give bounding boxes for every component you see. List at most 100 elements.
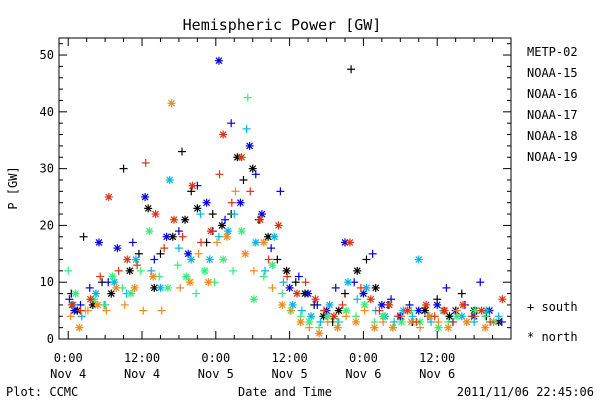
- data-point-south: [356, 283, 365, 292]
- data-point-south: [387, 295, 396, 304]
- data-point-north: [112, 283, 121, 292]
- data-point-north: [414, 306, 423, 315]
- data-point-south: [150, 255, 159, 264]
- x-tick-date: Nov 5: [272, 367, 308, 381]
- data-point-south: [64, 266, 73, 275]
- data-point-south: [102, 306, 111, 315]
- data-point-south: [221, 215, 230, 224]
- x-tick-date: Nov 5: [198, 367, 234, 381]
- data-point-north: [131, 255, 140, 264]
- data-point-south: [268, 283, 277, 292]
- data-point-north: [434, 323, 443, 332]
- data-point-north: [248, 164, 257, 173]
- data-point-north: [325, 300, 334, 309]
- legend: METP-02 NOAA-15 NOAA-16 NOAA-17 NOAA-18 NOAA-…: [527, 45, 578, 344]
- data-point-north: [222, 232, 231, 241]
- data-point-south: [96, 272, 105, 281]
- data-point-north: [237, 153, 246, 162]
- plot-timestamp: 2011/11/06 22:45:06: [457, 385, 594, 399]
- data-point-north: [200, 266, 209, 275]
- legend-entry: NOAA-17: [527, 108, 578, 122]
- data-point-north: [307, 312, 316, 321]
- data-point-south: [157, 306, 166, 315]
- y-axis: 0 10 20 30 40 50: [40, 43, 511, 346]
- data-point-north: [113, 244, 122, 253]
- data-point-south: [231, 187, 240, 196]
- data-point-south: [291, 278, 300, 287]
- data-point-north: [214, 56, 223, 65]
- data-point-north: [329, 312, 338, 321]
- data-point-north: [403, 306, 412, 315]
- data-point-south: [174, 244, 183, 253]
- data-point-south: [243, 93, 252, 102]
- data-point-north: [236, 198, 245, 207]
- data-point-south: [405, 300, 414, 309]
- data-point-north: [414, 255, 423, 264]
- data-point-south: [362, 255, 371, 264]
- data-point-south: [430, 312, 439, 321]
- data-point-south: [375, 306, 384, 315]
- data-point-north: [156, 283, 165, 292]
- x-tick-time: 12:00: [419, 351, 455, 365]
- data-point-south: [467, 312, 476, 321]
- data-point-north: [482, 306, 491, 315]
- x-axis: 0:00 Nov 4 12:00 Nov 4 0:00 Nov 5 12:00 Nov 5 0:…: [50, 38, 494, 381]
- data-point-south: [452, 306, 461, 315]
- data-point-north: [86, 295, 95, 304]
- data-point-south: [368, 249, 377, 258]
- data-point-south: [213, 238, 222, 247]
- data-point-south: [227, 119, 236, 128]
- data-point-south: [408, 312, 417, 321]
- data-point-north: [188, 181, 197, 190]
- data-point-north: [151, 210, 160, 219]
- data-point-south: [276, 187, 285, 196]
- data-point-south: [79, 232, 88, 241]
- data-point-north: [125, 266, 134, 275]
- x-tick-date: Nov 4: [50, 367, 86, 381]
- data-point-south: [434, 317, 443, 326]
- data-point-south: [178, 232, 187, 241]
- data-point-north: [184, 249, 193, 258]
- data-point-south: [251, 170, 260, 179]
- x-tick-date: Nov 4: [124, 367, 160, 381]
- data-point-north: [217, 221, 226, 230]
- data-point-north: [126, 289, 135, 298]
- data-point-north: [185, 278, 194, 287]
- y-tick-label: 40: [40, 105, 54, 119]
- data-point-north: [245, 141, 254, 150]
- data-point-north: [462, 317, 471, 326]
- data-point-north: [193, 204, 202, 213]
- data-point-south: [264, 255, 273, 264]
- data-point-south: [147, 266, 156, 275]
- data-point-north: [352, 317, 361, 326]
- data-point-south: [279, 278, 288, 287]
- data-markers: [64, 56, 507, 338]
- x-tick-time: 0:00: [201, 351, 230, 365]
- legend-entry: NOAA-19: [527, 150, 578, 164]
- data-point-north: [340, 238, 349, 247]
- data-point-south: [476, 278, 485, 287]
- data-point-south: [481, 312, 490, 321]
- data-point-north: [333, 323, 342, 332]
- data-point-south: [128, 238, 137, 247]
- legend-entry: NOAA-16: [527, 87, 578, 101]
- data-point-south: [114, 266, 123, 275]
- data-point-north: [94, 238, 103, 247]
- data-point-south: [449, 317, 458, 326]
- data-point-south: [379, 317, 388, 326]
- data-point-south: [442, 283, 451, 292]
- data-point-south: [412, 317, 421, 326]
- data-point-north: [362, 283, 371, 292]
- data-point-south: [194, 249, 203, 258]
- data-point-south: [133, 261, 142, 270]
- data-point-south: [286, 306, 295, 315]
- data-point-south: [173, 261, 182, 270]
- data-point-north: [440, 306, 449, 315]
- x-axis-label: Date and Time: [238, 385, 332, 399]
- data-point-south: [305, 323, 314, 332]
- data-point-south: [249, 266, 258, 275]
- data-point-south: [192, 289, 201, 298]
- y-tick-label: 20: [40, 218, 54, 232]
- chart-title: Hemispheric Power [GW]: [183, 16, 382, 34]
